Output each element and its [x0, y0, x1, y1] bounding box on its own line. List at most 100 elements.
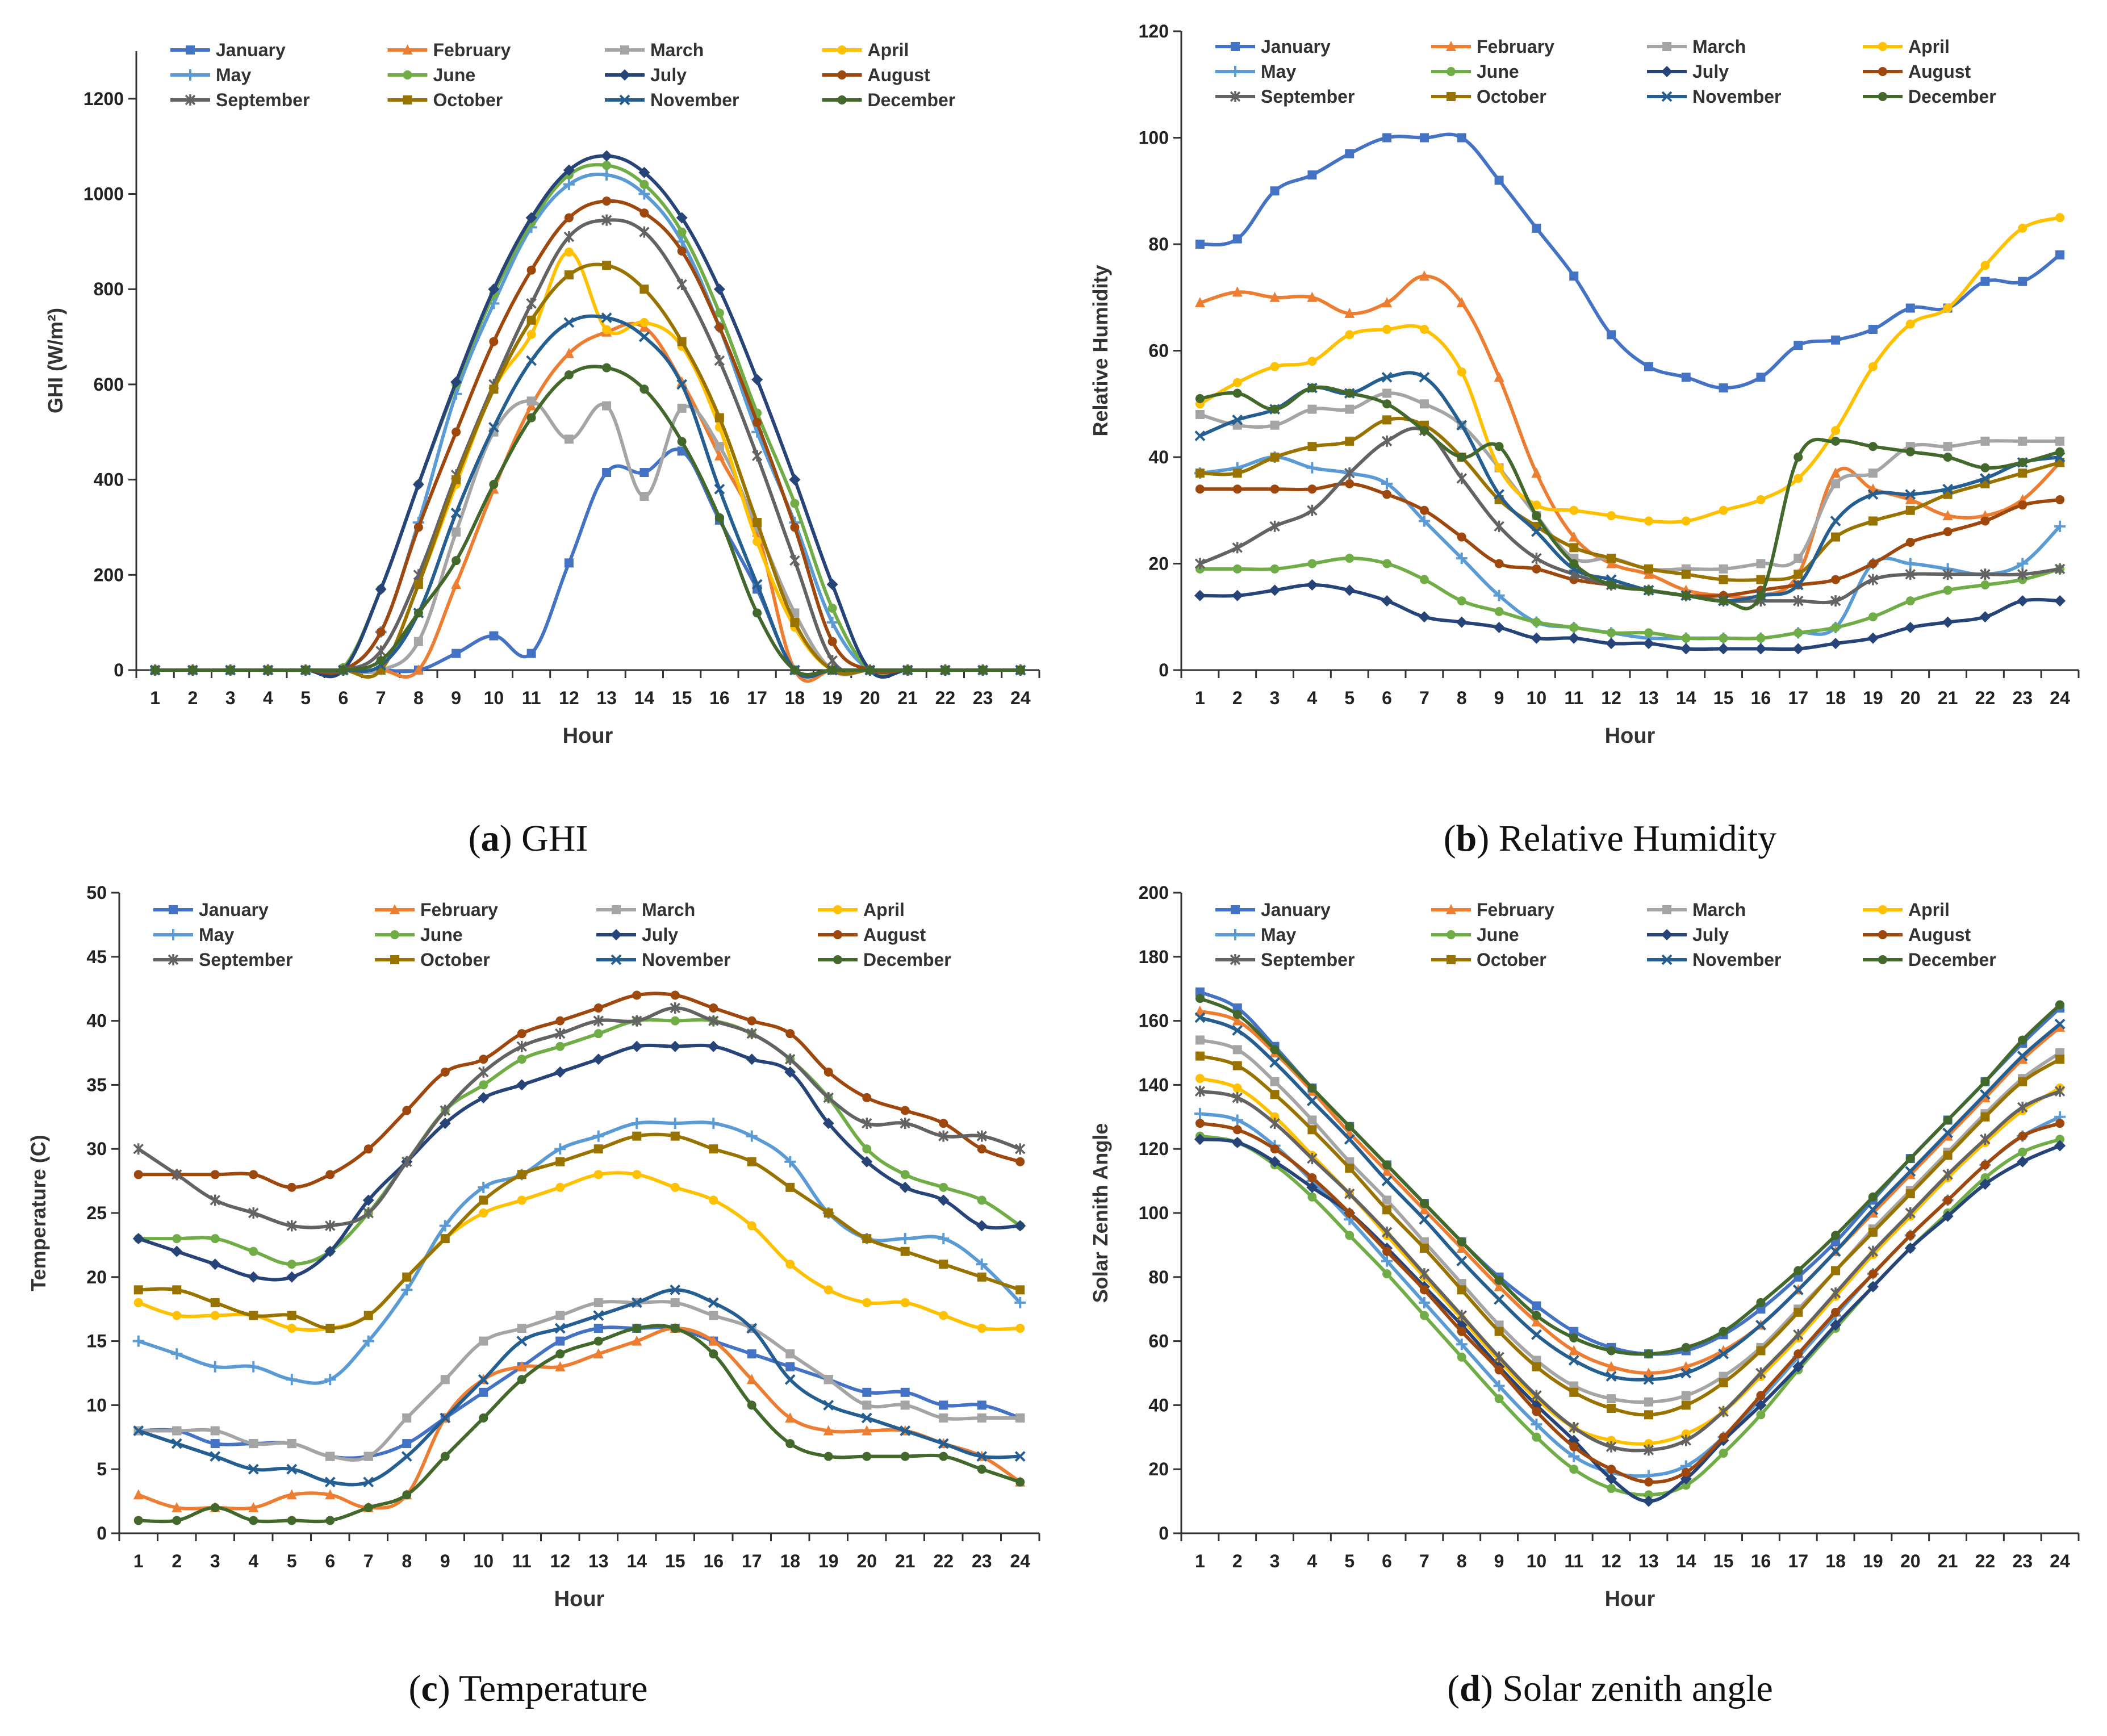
- data-point: [1532, 1301, 1541, 1311]
- x-tick-label: 11: [1564, 688, 1583, 708]
- legend-marker: [1447, 930, 1456, 939]
- data-point: [402, 1413, 412, 1423]
- y-tick-label: 40: [1148, 447, 1169, 467]
- data-point: [287, 1516, 296, 1525]
- x-tick-label: 19: [1863, 1551, 1883, 1571]
- legend-marker: [1447, 955, 1456, 964]
- data-point: [1756, 1304, 1766, 1314]
- data-point: [402, 1106, 412, 1115]
- data-point: [1532, 1311, 1541, 1320]
- y-tick-label: 120: [1139, 21, 1169, 41]
- x-tick-label: 14: [626, 1551, 647, 1571]
- data-point: [1195, 410, 1205, 419]
- data-point: [1494, 1327, 1504, 1336]
- x-tick-label: 17: [1788, 688, 1808, 708]
- legend-marker: [1230, 929, 1241, 940]
- data-point: [1419, 399, 1429, 409]
- legend-label: September: [1261, 86, 1354, 107]
- data-point: [714, 413, 724, 423]
- data-point: [133, 1516, 143, 1525]
- legend-label: June: [420, 925, 463, 945]
- data-point: [1532, 1362, 1541, 1371]
- x-tick-label: 22: [1975, 688, 1996, 708]
- data-point: [708, 1118, 720, 1130]
- data-point: [1270, 484, 1280, 494]
- data-point: [375, 583, 387, 595]
- data-point: [1681, 373, 1691, 382]
- data-point: [639, 491, 649, 501]
- data-point: [2055, 447, 2065, 457]
- data-point: [452, 475, 461, 484]
- data-point: [977, 1272, 986, 1282]
- data-point: [592, 1130, 604, 1142]
- data-point: [1231, 1136, 1243, 1148]
- data-point: [593, 1015, 604, 1027]
- data-point: [1643, 1367, 1654, 1378]
- legend-label: October: [420, 949, 490, 970]
- data-point: [602, 401, 612, 411]
- y-tick-label: 15: [86, 1331, 107, 1352]
- series-line: [1199, 391, 2060, 572]
- data-point: [1794, 570, 1803, 579]
- data-point: [478, 1374, 489, 1385]
- series-line: [155, 172, 1021, 676]
- data-point: [188, 666, 198, 675]
- data-point: [1419, 1204, 1429, 1215]
- series-line: [155, 447, 1021, 679]
- series-february: [1194, 270, 2066, 600]
- data-point: [1905, 1169, 1916, 1179]
- series-april: [1195, 1074, 2065, 1449]
- data-point: [939, 1451, 948, 1461]
- data-point: [1457, 453, 1466, 462]
- data-point: [555, 1016, 565, 1026]
- legend-label: May: [1261, 61, 1296, 82]
- data-point: [2055, 1135, 2065, 1144]
- data-point: [709, 1349, 718, 1359]
- data-point: [440, 1105, 450, 1116]
- legend-marker: [1878, 92, 1887, 101]
- data-point: [1232, 468, 1242, 478]
- data-point: [1979, 611, 1991, 623]
- data-point: [938, 1130, 949, 1142]
- data-point: [1606, 638, 1617, 650]
- data-point: [1607, 1346, 1616, 1356]
- data-point: [2054, 520, 2066, 532]
- data-point: [1382, 415, 1392, 425]
- legend-marker: [168, 954, 179, 965]
- data-point: [1681, 516, 1691, 526]
- legend-label: February: [420, 900, 498, 920]
- x-axis-title: Hour: [1605, 1587, 1656, 1611]
- data-point: [1532, 223, 1541, 233]
- data-point: [1419, 575, 1429, 584]
- data-point: [526, 315, 536, 325]
- data-point: [746, 1053, 758, 1065]
- data-point: [1493, 1380, 1505, 1392]
- y-tick-label: 0: [1159, 1523, 1169, 1543]
- data-point: [133, 1489, 144, 1500]
- data-point: [1980, 1173, 1990, 1182]
- data-point: [526, 355, 537, 366]
- legend-label: June: [1477, 61, 1519, 82]
- data-point: [1532, 1407, 1541, 1416]
- data-point: [1307, 1192, 1317, 1202]
- data-point: [450, 376, 462, 388]
- data-point: [324, 1245, 336, 1257]
- data-point: [555, 1041, 565, 1051]
- data-point: [747, 1221, 756, 1231]
- data-point: [1980, 1133, 1991, 1145]
- y-tick-label: 30: [86, 1139, 107, 1159]
- data-point: [1457, 1237, 1466, 1246]
- data-point: [488, 283, 500, 295]
- x-tick-label: 6: [338, 688, 348, 708]
- data-point: [1719, 383, 1728, 393]
- data-point: [1382, 1160, 1392, 1170]
- data-point: [631, 1040, 643, 1052]
- data-point: [1942, 616, 1954, 628]
- data-point: [564, 247, 574, 257]
- data-point: [554, 1066, 566, 1078]
- data-point: [1980, 516, 1990, 526]
- data-point: [790, 522, 800, 532]
- data-point: [1269, 584, 1281, 596]
- x-tick-label: 24: [2050, 1551, 2070, 1571]
